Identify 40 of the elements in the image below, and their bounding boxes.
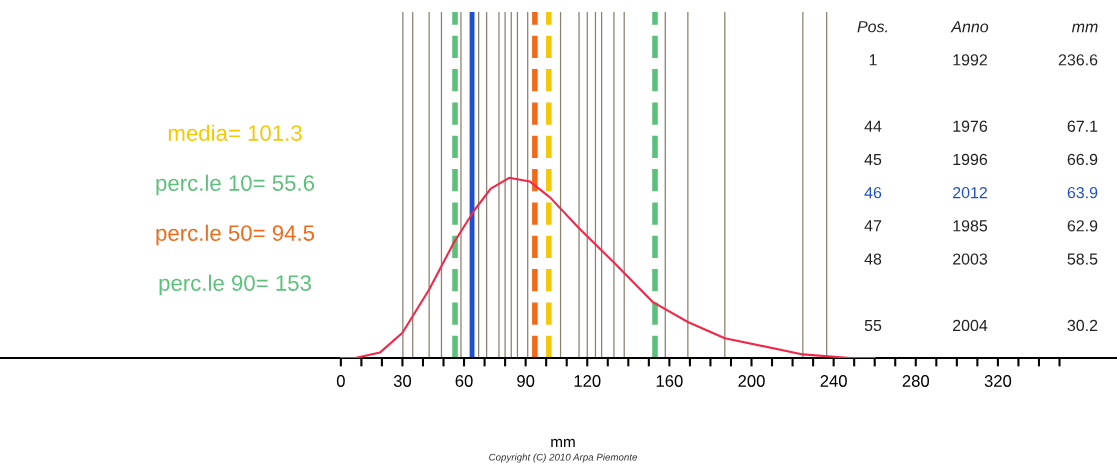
text: 44 [864,120,882,132]
text: 67.1 [1067,120,1098,132]
text: 1992 [953,54,987,66]
annotation: 2003 [953,253,988,265]
annotation: 48 [864,253,882,265]
x-tick-label: 60 [455,375,473,387]
x-tick-label: 90 [517,375,535,387]
x-tick-label: 0 [336,375,345,387]
x-axis-title: mm [551,438,575,448]
text: Copyright (C) 2010 Arpa Piemonte [489,453,638,463]
annotation: 2012 [953,186,987,199]
text: 1996 [953,153,988,166]
annotation: 47 [864,220,882,232]
annotation: 2004 [953,319,988,332]
text: 1976 [953,120,988,132]
x-tick-label: 120 [574,375,601,387]
x-tick-label: 280 [902,375,930,387]
ref-line-label: perc.le 90= 153 [159,274,311,296]
x-tick-label: 320 [984,375,1012,387]
x-tick-label: 200 [738,375,765,387]
x-tick-label: 160 [656,375,683,387]
text: Pos. [857,21,888,33]
annotation: 63.9 [1067,186,1098,199]
ref-line-label: perc.le 10= 55.6 [156,174,315,196]
annotation: 58.5 [1067,253,1098,265]
text: Anno [950,21,989,33]
text: 1 [869,54,877,66]
annotation: 55 [864,319,882,332]
annotation: 62.9 [1067,220,1098,232]
x-tick-label: 240 [820,375,847,387]
annotation: 30.2 [1067,319,1098,332]
ref-line-label: perc.le 50= 94.5 [156,224,315,246]
text: 45 [864,153,882,166]
annotation: 1985 [953,220,988,232]
ref-line-label: media= 101.3 [168,124,302,141]
text: mm [1071,23,1098,33]
x-tick-label: 30 [393,375,412,387]
text: 66.9 [1067,153,1098,166]
annotation: 46 [864,186,882,199]
text: 236.6 [1058,54,1098,66]
